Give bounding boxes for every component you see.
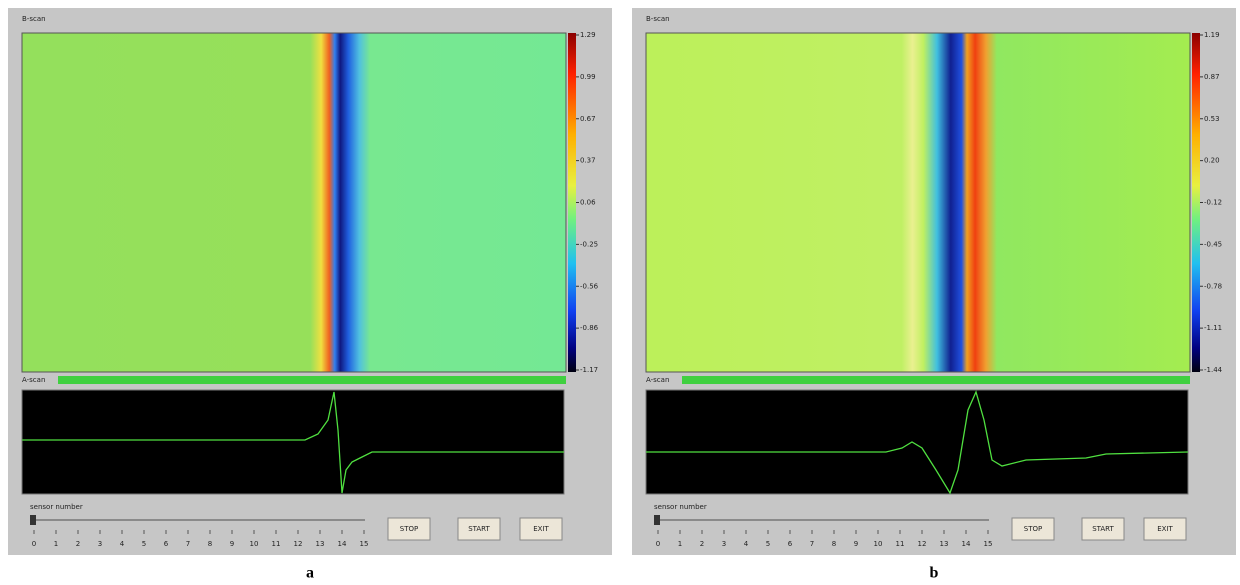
ascan-plot: [646, 390, 1188, 494]
button-label[interactable]: EXIT: [533, 525, 549, 533]
slider-tick-label: 13: [316, 540, 325, 548]
slider-label: sensor number: [654, 503, 707, 511]
colorbar-label: 0.87: [1204, 73, 1220, 81]
slider-tick-label: 7: [810, 540, 814, 548]
colorbar-label: 0.06: [580, 199, 596, 207]
button-label[interactable]: STOP: [400, 525, 418, 533]
slider-tick-label: 10: [874, 540, 883, 548]
slider-tick-label: 3: [98, 540, 102, 548]
slider-tick-label: 8: [832, 540, 836, 548]
colorbar-label: 0.53: [1204, 115, 1220, 123]
ascan-bar: [58, 376, 566, 384]
slider-thumb[interactable]: [654, 515, 660, 525]
slider-tick-label: 6: [164, 540, 169, 548]
colorbar-label: 1.19: [1204, 31, 1220, 39]
ascan-label: A-scan: [22, 376, 45, 384]
colorbar-label: -0.45: [1204, 240, 1222, 248]
slider-tick-label: 12: [918, 540, 927, 548]
slider-tick-label: 15: [984, 540, 993, 548]
slider-tick-label: 4: [744, 540, 749, 548]
slider-tick-label: 5: [142, 540, 146, 548]
slider-tick-label: 14: [962, 540, 971, 548]
slider-label: sensor number: [30, 503, 83, 511]
bscan-label: B-scan: [22, 15, 46, 23]
button-label[interactable]: START: [468, 525, 490, 533]
colorbar-label: 0.67: [580, 115, 596, 123]
colorbar-label: -0.56: [580, 282, 599, 290]
colorbar-label: -0.78: [1204, 282, 1222, 290]
slider-tick-label: 9: [230, 540, 234, 548]
slider-tick-label: 2: [700, 540, 704, 548]
caption: b: [930, 565, 939, 582]
colorbar: [568, 33, 576, 372]
colorbar-label: -1.11: [1204, 324, 1222, 332]
ascan-plot: [22, 390, 564, 494]
ascan-bar: [682, 376, 1190, 384]
slider-tick-label: 2: [76, 540, 80, 548]
button-label[interactable]: STOP: [1024, 525, 1042, 533]
caption: a: [306, 565, 314, 582]
bscan-image: [646, 33, 1190, 372]
bscan-label: B-scan: [646, 15, 670, 23]
slider-tick-label: 0: [32, 540, 36, 548]
slider-tick-label: 10: [250, 540, 259, 548]
colorbar-label: -0.86: [580, 324, 599, 332]
bscan-image: [22, 33, 566, 372]
colorbar-label: -1.17: [580, 366, 598, 374]
button-label[interactable]: START: [1092, 525, 1114, 533]
slider-tick-label: 4: [120, 540, 125, 548]
slider-tick-label: 1: [678, 540, 682, 548]
slider-tick-label: 12: [294, 540, 303, 548]
slider-thumb[interactable]: [30, 515, 36, 525]
slider-tick-label: 14: [338, 540, 347, 548]
slider-tick-label: 11: [272, 540, 281, 548]
slider-tick-label: 13: [940, 540, 949, 548]
slider-tick-label: 9: [854, 540, 858, 548]
colorbar-label: -1.44: [1204, 366, 1223, 374]
slider-tick-label: 8: [208, 540, 212, 548]
slider-tick-label: 1: [54, 540, 58, 548]
colorbar-label: -0.12: [1204, 199, 1222, 207]
slider-tick-label: 3: [722, 540, 726, 548]
slider-tick-label: 11: [896, 540, 905, 548]
colorbar: [1192, 33, 1200, 372]
colorbar-label: 0.99: [580, 73, 596, 81]
ascan-label: A-scan: [646, 376, 669, 384]
slider-tick-label: 7: [186, 540, 190, 548]
colorbar-label: 0.37: [580, 157, 596, 165]
colorbar-label: 1.29: [580, 31, 596, 39]
slider-tick-label: 15: [360, 540, 369, 548]
slider-tick-label: 6: [788, 540, 793, 548]
colorbar-label: 0.20: [1204, 157, 1220, 165]
colorbar-label: -0.25: [580, 240, 598, 248]
slider-tick-label: 0: [656, 540, 660, 548]
screenshot: B-scan 1.29 0.99 0.67 0.37 0.06 -0.25 -0.56 -0.8…: [0, 0, 1240, 585]
button-label[interactable]: EXIT: [1157, 525, 1173, 533]
slider-tick-label: 5: [766, 540, 770, 548]
